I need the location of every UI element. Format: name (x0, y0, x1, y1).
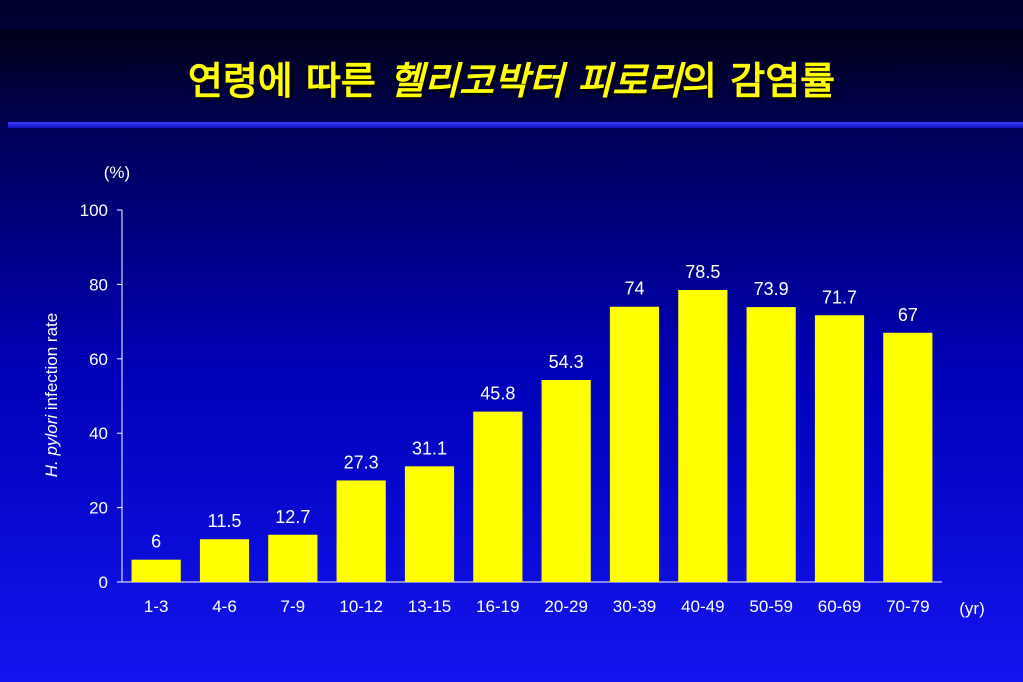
bar-value-label: 78.5 (685, 262, 720, 282)
title-rule (8, 122, 1023, 128)
y-tick-label: 20 (89, 499, 108, 518)
x-tick-label: 50-59 (749, 597, 792, 616)
bar-value-label: 12.7 (275, 507, 310, 527)
title-part-3: 의 감염률 (682, 59, 836, 103)
bar-value-label: 11.5 (208, 511, 242, 531)
plot-area: 0 20 40 60 80 100 6 1-3 11.5 4-6 12.7 7-9 27.3 10-12 3… (80, 201, 942, 616)
x-tick-label: 10-12 (339, 597, 382, 616)
bar (404, 466, 455, 582)
x-tick-label: 1-3 (144, 597, 169, 616)
x-tick-label: 7-9 (281, 597, 306, 616)
y-tick-label: 60 (89, 350, 108, 369)
title-part-italic: 헬리코박터 피로리 (389, 59, 683, 103)
bar (268, 534, 318, 582)
bar-value-label: 71.7 (822, 287, 857, 307)
x-tick-label: 4-6 (212, 597, 237, 616)
y-tick-label: 80 (89, 275, 108, 294)
bar (883, 332, 933, 582)
bar (609, 306, 660, 582)
x-tick-label: 70-79 (886, 597, 929, 616)
bar-value-label: 73.9 (754, 279, 789, 299)
bar-value-label: 74 (624, 279, 644, 299)
bar-value-label: 54.3 (549, 352, 584, 372)
x-tick-label: 60-69 (818, 597, 861, 616)
x-unit-label: (yr) (959, 599, 984, 618)
y-unit-label: (%) (104, 163, 130, 182)
bar-value-label: 27.3 (344, 452, 379, 472)
y-axis-label: H. pylori infection rate (42, 313, 61, 477)
x-tick-label: 16-19 (476, 597, 519, 616)
bar-value-label: 67 (898, 305, 918, 325)
title-bar (0, 30, 1023, 122)
y-tick-label: 0 (99, 573, 108, 592)
bar (336, 480, 386, 582)
bar (131, 559, 181, 582)
bar (541, 380, 591, 582)
y-tick-label: 100 (80, 201, 108, 220)
title-part-1: 연령에 따른 (187, 59, 390, 103)
bar (199, 539, 250, 582)
bar (746, 307, 796, 582)
y-tick-label: 40 (89, 424, 108, 443)
x-tick-label: 20-29 (544, 597, 587, 616)
x-tick-label: 30-39 (613, 597, 656, 616)
bar (814, 315, 865, 582)
bar (678, 289, 728, 582)
bar-value-label: 6 (151, 532, 161, 552)
y-axis-label-rest: infection rate (42, 313, 61, 410)
bar-value-label: 31.1 (412, 438, 447, 458)
slide-title: 연령에 따른 헬리코박터 피로리의 감염률 (0, 50, 1023, 105)
y-axis-label-italic: H. pylori (42, 414, 61, 478)
x-tick-label: 40-49 (681, 597, 724, 616)
bar (473, 411, 523, 582)
x-tick-label: 13-15 (408, 597, 451, 616)
bar-value-label: 45.8 (480, 384, 515, 404)
